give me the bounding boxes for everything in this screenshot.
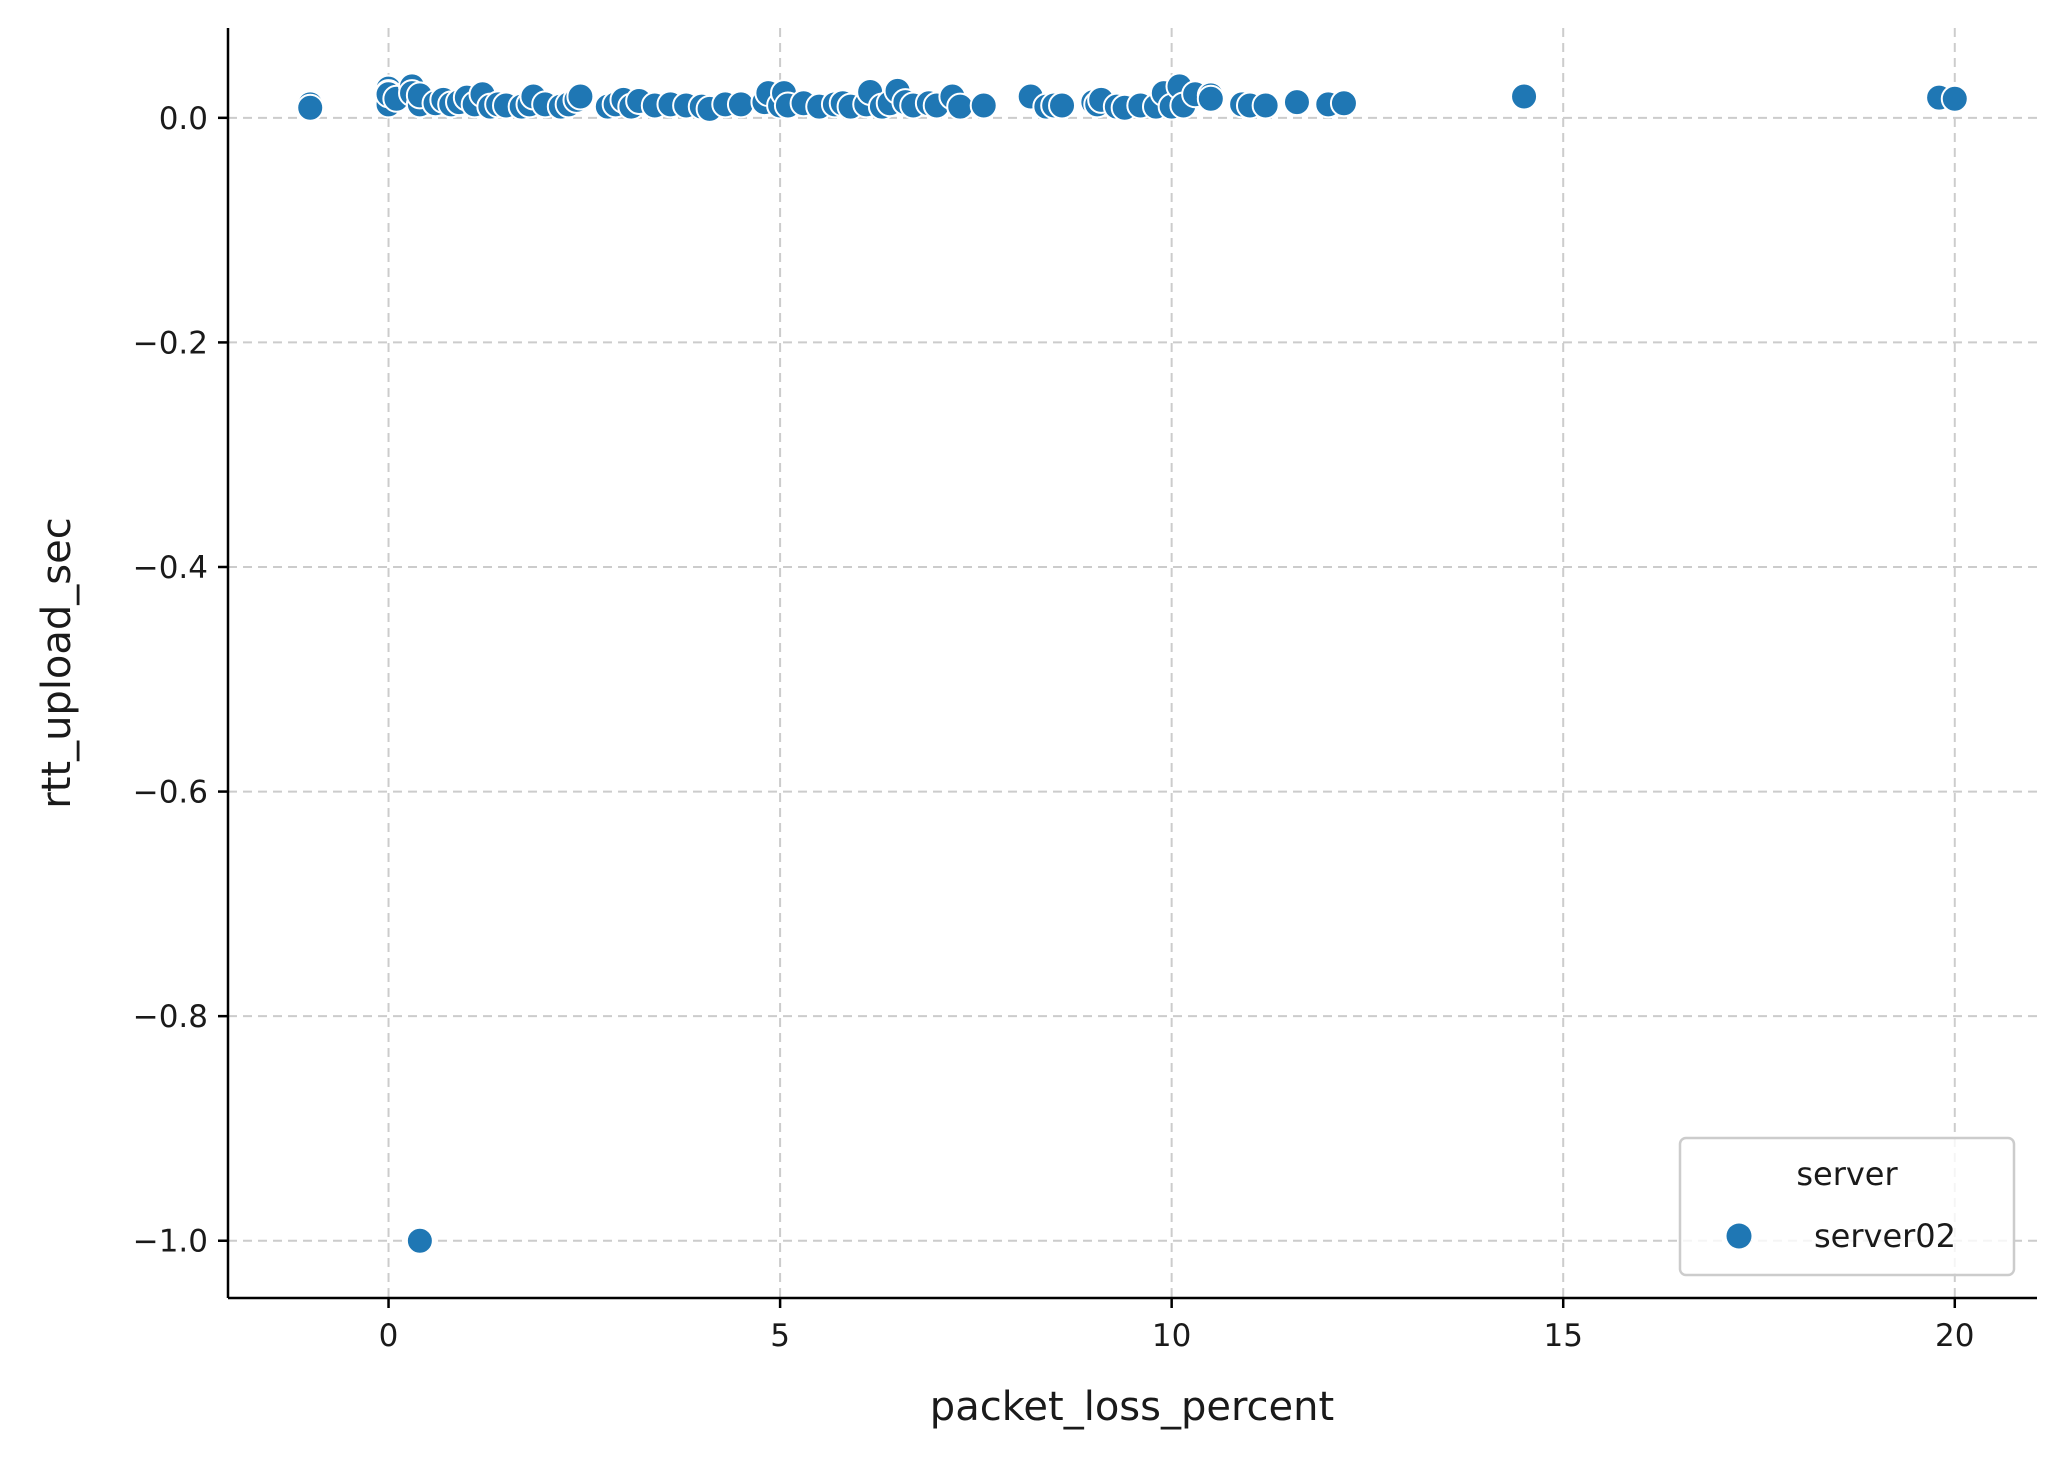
data-point [1329,89,1358,118]
data-point [1940,84,1969,113]
y-tick-label: 0.0 [159,101,208,137]
x-tick-label: 5 [770,1318,790,1354]
data-point [296,93,325,122]
data-point [1510,82,1539,111]
legend-frame [1678,1136,2016,1277]
x-axis-ticks: 0 5 10 15 20 [379,1298,1974,1354]
data-point [1048,91,1077,120]
x-tick-label: 0 [379,1318,399,1354]
y-axis-title: rtt_upload_sec [34,517,80,808]
legend: server server02 [1678,1136,2016,1277]
data-point [946,92,975,121]
x-axis-title: packet_loss_percent [930,1384,1334,1430]
y-tick-label: −1.0 [133,1224,208,1260]
legend-marker-server02 [1726,1223,1752,1249]
data-point [566,82,595,111]
x-tick-label: 15 [1543,1318,1582,1354]
y-axis-ticks: 0.0 −0.2 −0.4 −0.6 −0.8 −1.0 [133,101,228,1260]
data-points [296,72,1969,1255]
legend-label-server02: server02 [1814,1217,1956,1255]
data-point [405,1226,434,1255]
data-point [1251,91,1280,120]
data-point [1196,84,1225,113]
data-point [726,90,755,119]
y-tick-label: −0.6 [133,775,208,811]
y-tick-label: −0.2 [133,325,208,361]
y-tick-label: −0.4 [133,550,208,586]
data-point [1282,88,1311,117]
legend-title: server [1796,1155,1898,1193]
data-point [969,91,998,120]
y-tick-label: −0.8 [133,999,208,1035]
x-tick-label: 20 [1935,1318,1974,1354]
x-tick-label: 10 [1152,1318,1191,1354]
